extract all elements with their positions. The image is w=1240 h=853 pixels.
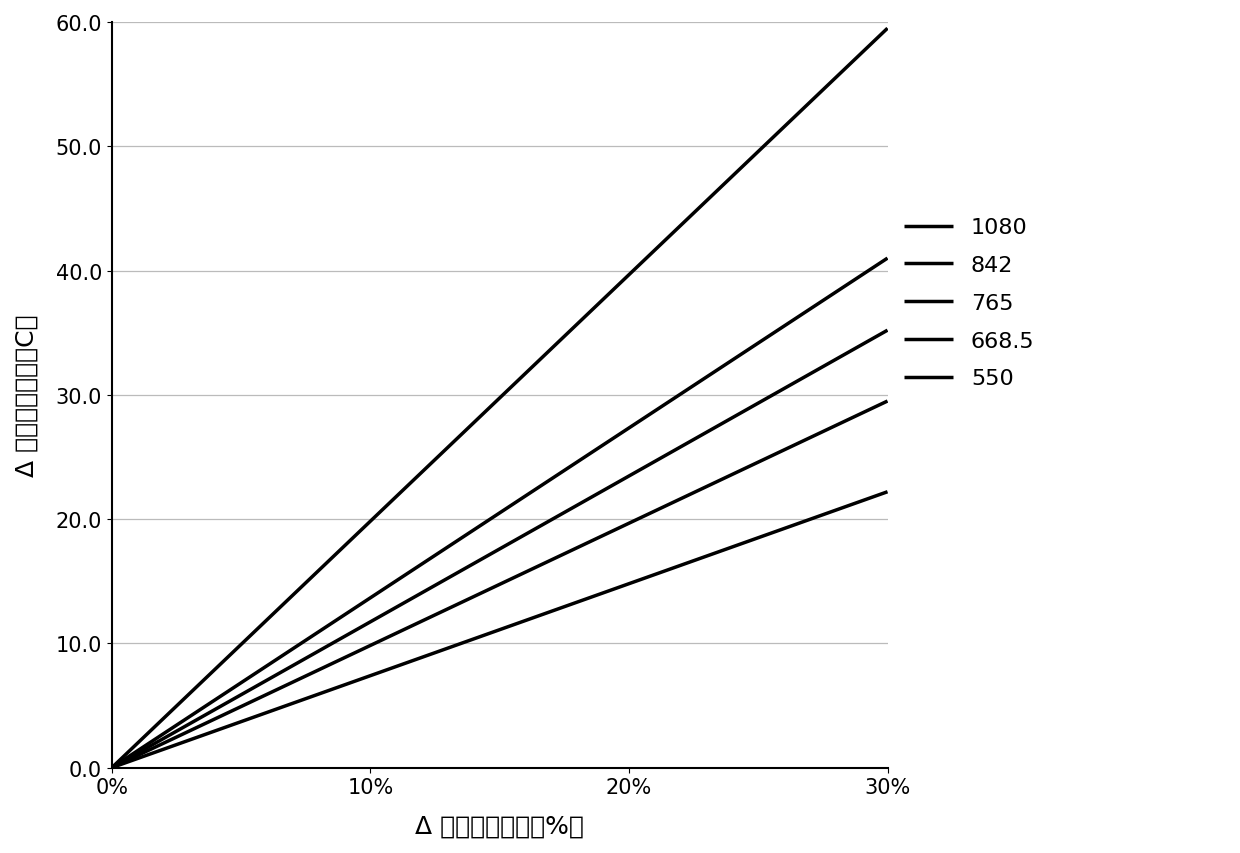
X-axis label: Δ 探测强度衰减（%）: Δ 探测强度衰减（%） — [415, 814, 584, 838]
Legend: 1080, 842, 765, 668.5, 550: 1080, 842, 765, 668.5, 550 — [895, 209, 1043, 397]
Y-axis label: Δ 温度测量误差（C）: Δ 温度测量误差（C） — [15, 314, 38, 477]
